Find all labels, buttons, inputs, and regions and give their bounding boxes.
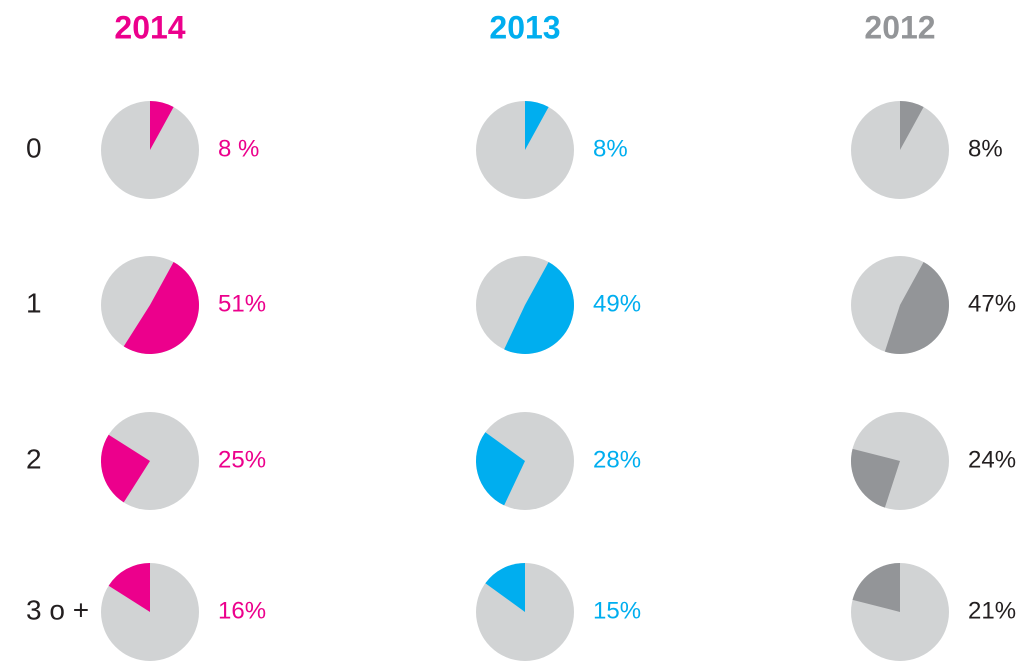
pie-slice <box>485 563 525 612</box>
pie-slice <box>108 563 150 612</box>
row-label: 0 <box>26 132 42 163</box>
pie-slice <box>525 101 549 150</box>
pie-slice <box>852 563 900 612</box>
pie-slice <box>504 262 574 354</box>
value-label: 49% <box>593 290 641 317</box>
pie-slice <box>150 101 174 150</box>
column-title: 2014 <box>114 9 185 45</box>
column-title: 2012 <box>864 9 935 45</box>
row-label: 2 <box>26 443 42 474</box>
value-label: 21% <box>968 597 1016 624</box>
pie-slice <box>123 262 200 354</box>
value-label: 47% <box>968 290 1016 317</box>
value-label: 8% <box>593 135 628 162</box>
value-label: 28% <box>593 446 641 473</box>
row-label: 1 <box>26 287 42 318</box>
pie-slice <box>101 434 150 503</box>
value-label: 8 % <box>218 135 259 162</box>
value-label: 15% <box>593 597 641 624</box>
pie-slice <box>900 101 924 150</box>
pie-slice <box>851 448 900 508</box>
value-label: 25% <box>218 446 266 473</box>
pie-slice <box>475 432 525 506</box>
row-label: 3 o + <box>26 594 89 625</box>
value-label: 24% <box>968 446 1016 473</box>
value-label: 16% <box>218 597 266 624</box>
pie-slice <box>884 262 950 354</box>
value-label: 8% <box>968 135 1003 162</box>
value-label: 51% <box>218 290 266 317</box>
column-title: 2013 <box>489 9 560 45</box>
